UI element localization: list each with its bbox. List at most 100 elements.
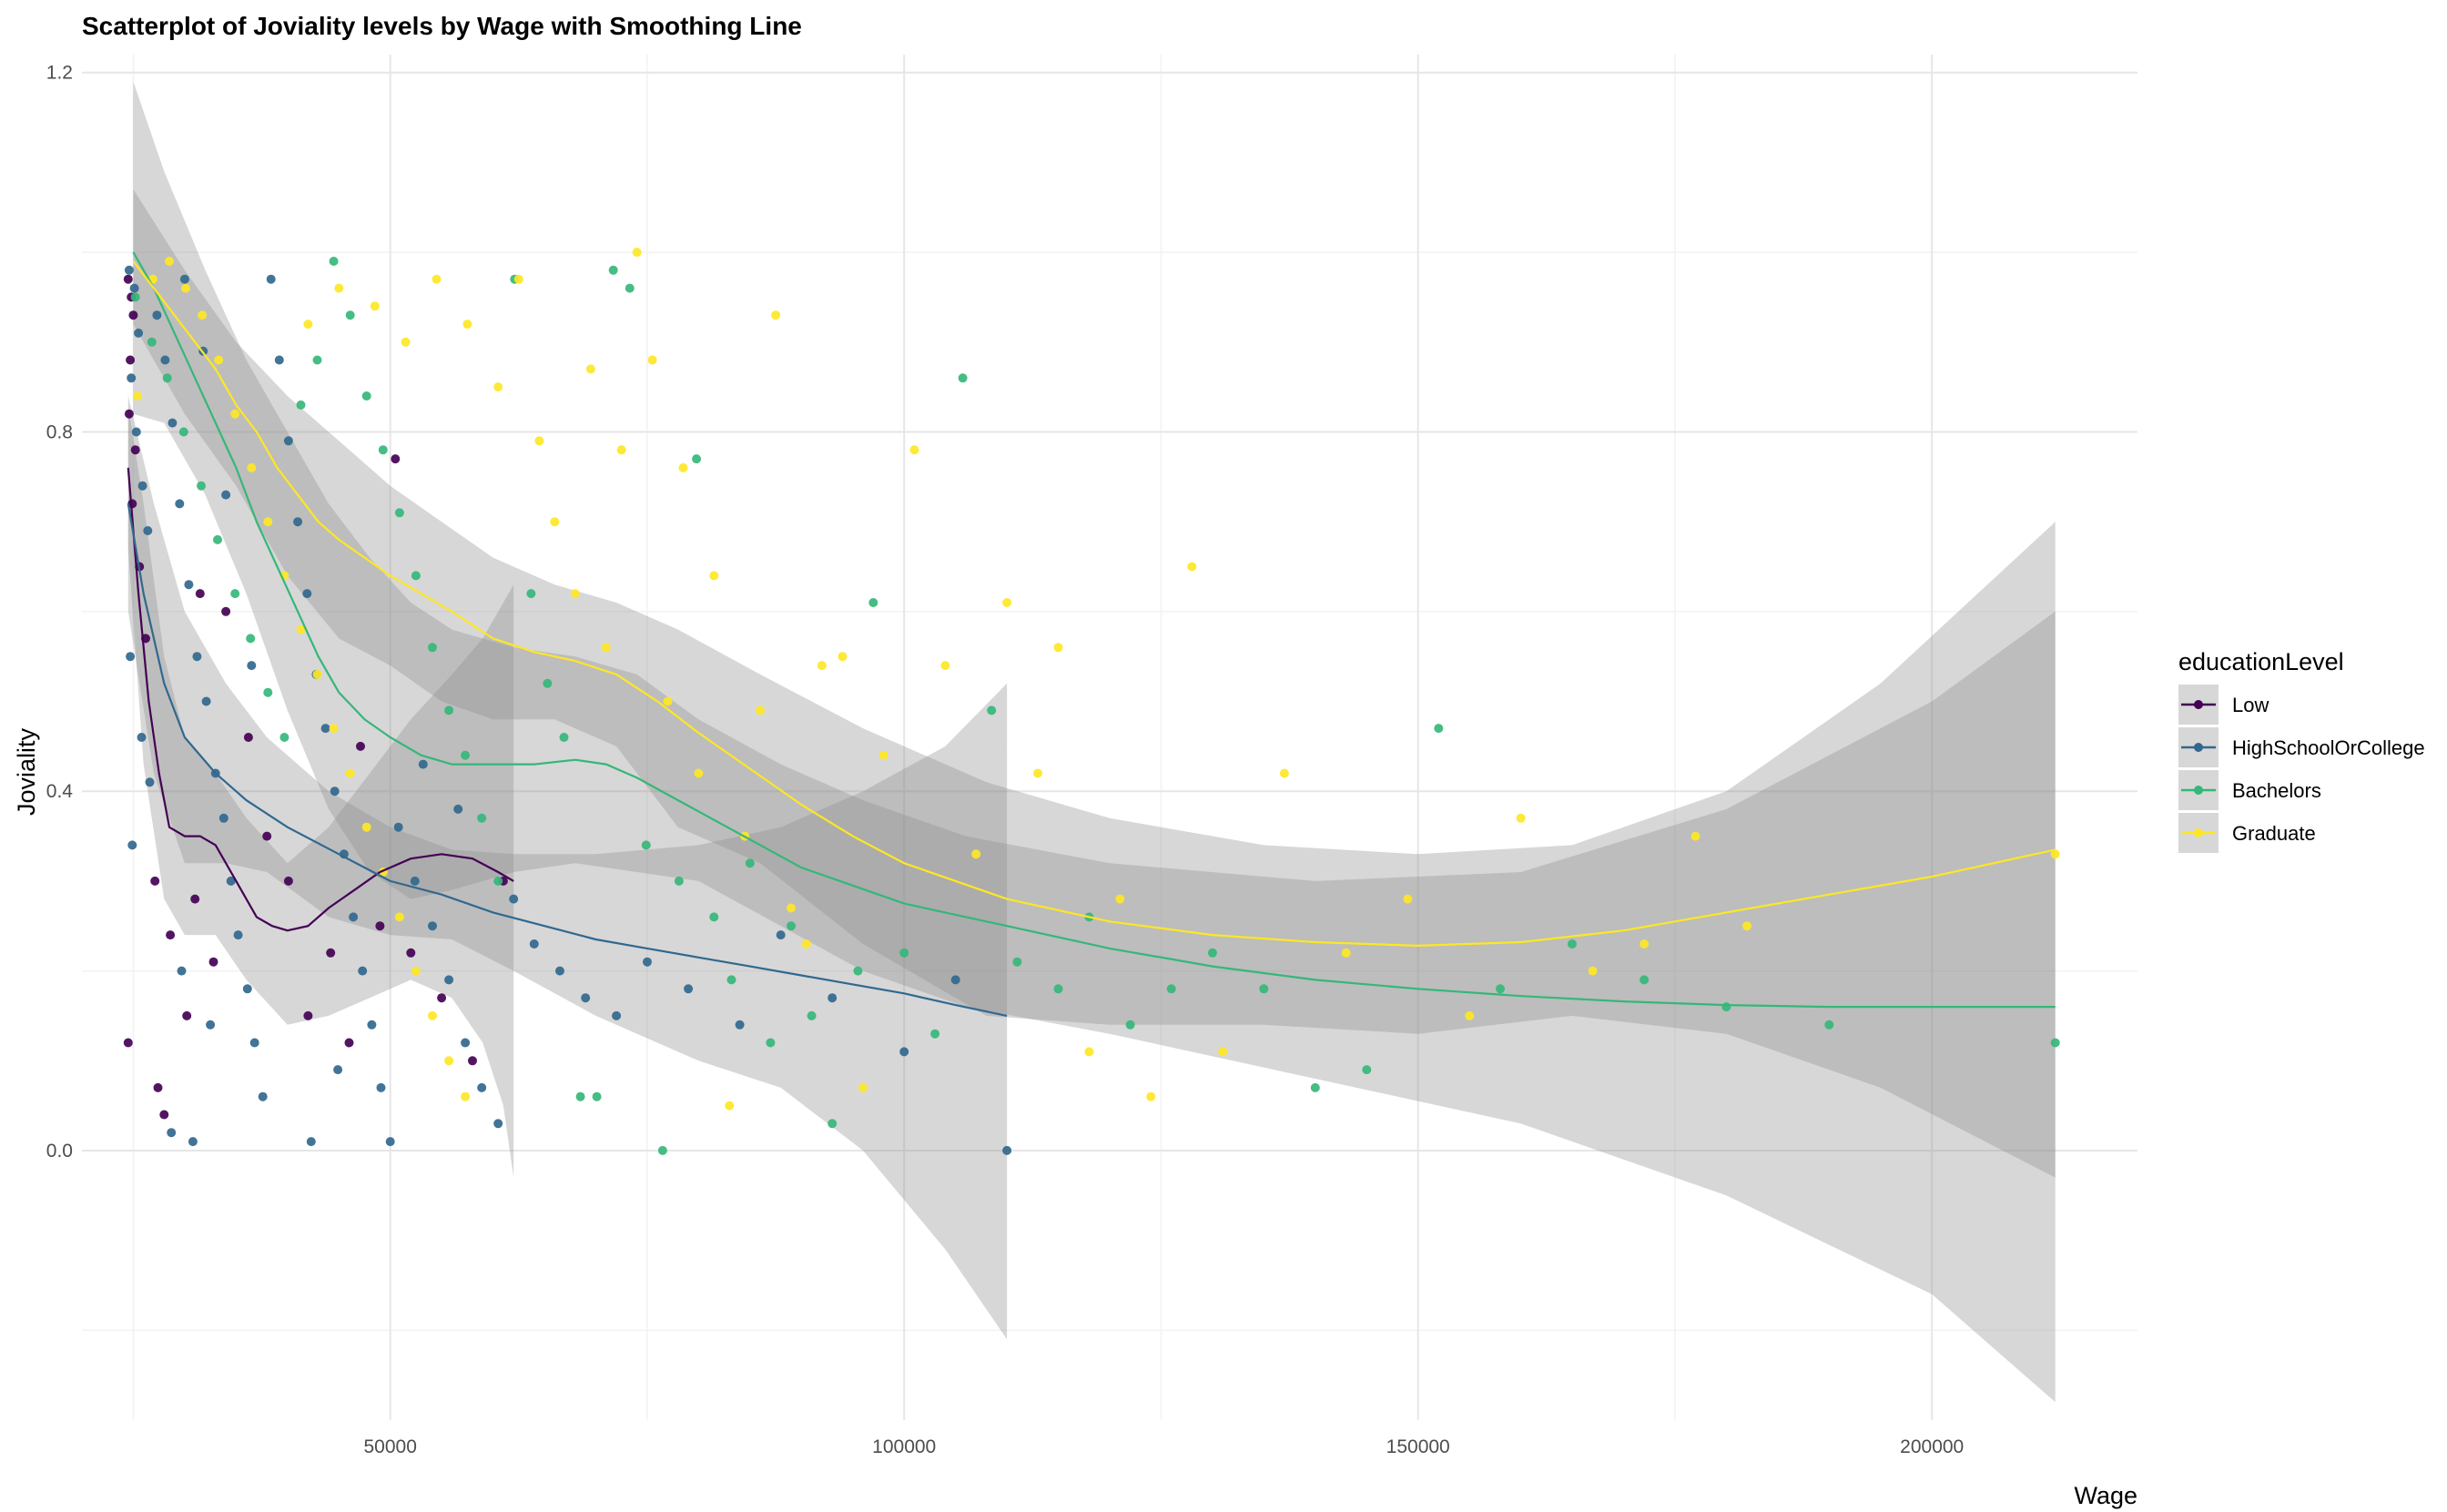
data-point-graduate xyxy=(394,912,404,922)
data-point-graduate xyxy=(550,517,560,527)
data-point-bachelors xyxy=(1207,948,1217,958)
confidence-band-highschoolorcollege xyxy=(127,396,1008,1340)
legend-key-point xyxy=(2194,700,2203,709)
data-point-low xyxy=(153,1082,163,1092)
data-point-highschoolorcollege xyxy=(206,1020,216,1030)
data-point-graduate xyxy=(601,643,611,653)
data-point-highschoolorcollege xyxy=(143,526,153,535)
data-point-highschoolorcollege xyxy=(444,975,454,985)
data-point-highschoolorcollege xyxy=(247,661,257,671)
data-point-highschoolorcollege xyxy=(477,1082,487,1092)
legend-key-point xyxy=(2194,786,2203,795)
data-point-highschoolorcollege xyxy=(131,427,141,437)
data-point-bachelors xyxy=(1721,1002,1731,1012)
data-point-highschoolorcollege xyxy=(274,355,284,365)
x-tick-label: 50000 xyxy=(363,1436,416,1457)
data-point-highschoolorcollege xyxy=(358,966,368,976)
data-point-highschoolorcollege xyxy=(152,310,162,320)
data-point-highschoolorcollege xyxy=(201,696,211,706)
data-point-highschoolorcollege xyxy=(179,274,189,284)
data-point-highschoolorcollege xyxy=(306,1137,316,1147)
data-point-bachelors xyxy=(263,687,273,697)
data-point-highschoolorcollege xyxy=(418,759,428,769)
data-point-bachelors xyxy=(592,1091,602,1101)
data-point-graduate xyxy=(411,966,421,976)
data-point-highschoolorcollege xyxy=(124,265,134,275)
data-point-graduate xyxy=(971,849,981,859)
data-point-graduate xyxy=(329,724,339,734)
data-point-graduate xyxy=(428,1010,437,1020)
data-point-low xyxy=(356,741,365,751)
data-points xyxy=(123,248,2060,1155)
data-point-highschoolorcollege xyxy=(188,1137,198,1147)
data-point-graduate xyxy=(1033,768,1042,778)
legend-items: Low HighSchoolOrCollege Bachelors Graduate xyxy=(2178,685,2425,853)
data-point-graduate xyxy=(878,750,888,760)
data-point-bachelors xyxy=(230,589,240,599)
data-point-graduate xyxy=(909,445,919,455)
data-point-graduate xyxy=(1002,598,1012,607)
data-point-bachelors xyxy=(345,310,355,320)
data-point-highschoolorcollege xyxy=(529,939,539,949)
data-point-bachelors xyxy=(428,643,437,653)
data-point-highschoolorcollege xyxy=(137,481,147,491)
y-axis-title: Joviality xyxy=(13,727,40,816)
data-point-highschoolorcollege xyxy=(612,1010,622,1020)
data-point-graduate xyxy=(940,661,950,671)
data-point-low xyxy=(159,1110,169,1120)
data-point-highschoolorcollege xyxy=(293,517,303,527)
data-point-graduate xyxy=(1146,1091,1156,1101)
x-tick-label: 200000 xyxy=(1900,1436,1964,1457)
data-point-low xyxy=(123,1038,133,1048)
data-point-graduate xyxy=(1115,894,1125,904)
data-point-highschoolorcollege xyxy=(509,894,519,904)
data-point-highschoolorcollege xyxy=(367,1020,377,1030)
data-point-highschoolorcollege xyxy=(167,1128,177,1138)
data-point-highschoolorcollege xyxy=(127,373,137,383)
data-point-highschoolorcollege xyxy=(899,1047,909,1057)
data-point-bachelors xyxy=(178,427,188,437)
data-point-graduate xyxy=(165,257,174,266)
data-point-graduate xyxy=(334,283,344,293)
data-point-low xyxy=(166,930,176,940)
data-point-highschoolorcollege xyxy=(249,1038,259,1048)
data-point-highschoolorcollege xyxy=(385,1137,395,1147)
data-point-highschoolorcollege xyxy=(493,1119,503,1129)
data-point-highschoolorcollege xyxy=(349,912,359,922)
legend-label: HighSchoolOrCollege xyxy=(2232,736,2425,759)
data-point-graduate xyxy=(1053,643,1063,653)
data-point-highschoolorcollege xyxy=(226,876,236,886)
data-point-highschoolorcollege xyxy=(776,930,786,940)
data-point-bachelors xyxy=(2050,1038,2060,1048)
data-point-highschoolorcollege xyxy=(1002,1145,1012,1155)
data-point-highschoolorcollege xyxy=(134,328,144,338)
data-point-low xyxy=(437,993,447,1003)
data-point-graduate xyxy=(858,1082,868,1092)
data-point-bachelors xyxy=(868,598,878,607)
data-point-highschoolorcollege xyxy=(266,274,276,284)
data-point-graduate xyxy=(2050,849,2060,859)
data-point-bachelors xyxy=(1310,1082,1320,1092)
data-point-highschoolorcollege xyxy=(221,490,231,500)
legend-key-point xyxy=(2194,743,2203,752)
legend-key-point xyxy=(2194,828,2203,837)
data-point-low xyxy=(326,948,336,958)
data-point-highschoolorcollege xyxy=(684,984,694,994)
data-point-low xyxy=(221,606,231,616)
smoothing-line-graduate xyxy=(132,260,2056,948)
data-point-graduate xyxy=(1084,1047,1094,1057)
data-point-bachelors xyxy=(246,634,256,644)
data-point-bachelors xyxy=(444,705,454,715)
data-point-bachelors xyxy=(958,373,968,383)
data-point-highschoolorcollege xyxy=(145,777,155,787)
data-point-graduate xyxy=(214,355,224,365)
data-point-graduate xyxy=(1187,562,1197,572)
data-point-highschoolorcollege xyxy=(242,984,252,994)
data-point-graduate xyxy=(312,669,322,679)
grid-lines xyxy=(82,55,2137,1420)
data-point-highschoolorcollege xyxy=(192,652,202,662)
data-point-bachelors xyxy=(411,571,421,581)
data-point-bachelors xyxy=(147,337,157,347)
data-point-graduate xyxy=(771,310,781,320)
